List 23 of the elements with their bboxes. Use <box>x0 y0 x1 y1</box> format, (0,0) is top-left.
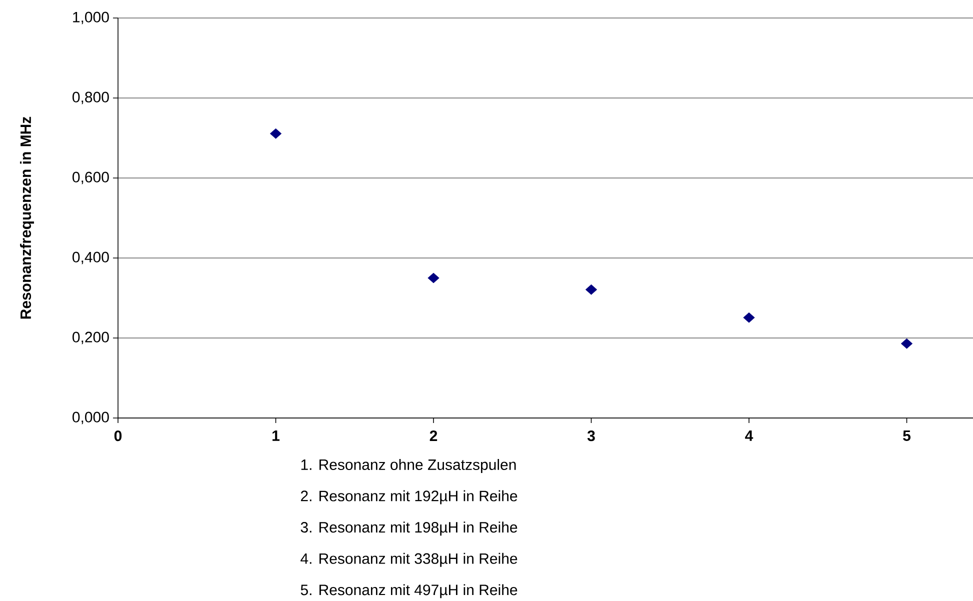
y-tick-label: 1,000 <box>73 12 109 24</box>
x-tick-label: 1 <box>272 430 280 441</box>
point <box>900 338 913 349</box>
text: 4. Resonanz mit 338µH in Reihe <box>300 552 518 567</box>
y-tick-label: 0,200 <box>72 332 109 344</box>
point <box>585 284 598 295</box>
text: 2. Resonanz mit 192µH in Reihe <box>300 490 518 504</box>
x-tick-label: 5 <box>903 430 910 441</box>
y-tick-label: 0,800 <box>72 92 109 104</box>
x-tick-label: 4 <box>745 430 754 441</box>
y-axis-title: Resonanzfrequenzen in MHz <box>20 116 34 319</box>
text: 1. Resonanz ohne Zusatzspulen <box>301 458 516 473</box>
y-tick-label: 0,000 <box>72 412 109 424</box>
text: 5. Resonanz mit 497µH in Reihe <box>300 584 518 598</box>
point <box>743 312 755 323</box>
y-tick-label: 0,400 <box>72 252 109 264</box>
text: 3. Resonanz mit 198µH in Reihe <box>300 522 518 536</box>
x-tick-label: 2 <box>430 430 438 441</box>
y-tick-label: 0,600 <box>72 172 109 184</box>
point <box>270 128 282 139</box>
x-tick-label: 0 <box>114 430 122 442</box>
x-tick-label: 3 <box>587 430 595 442</box>
point <box>428 272 440 284</box>
